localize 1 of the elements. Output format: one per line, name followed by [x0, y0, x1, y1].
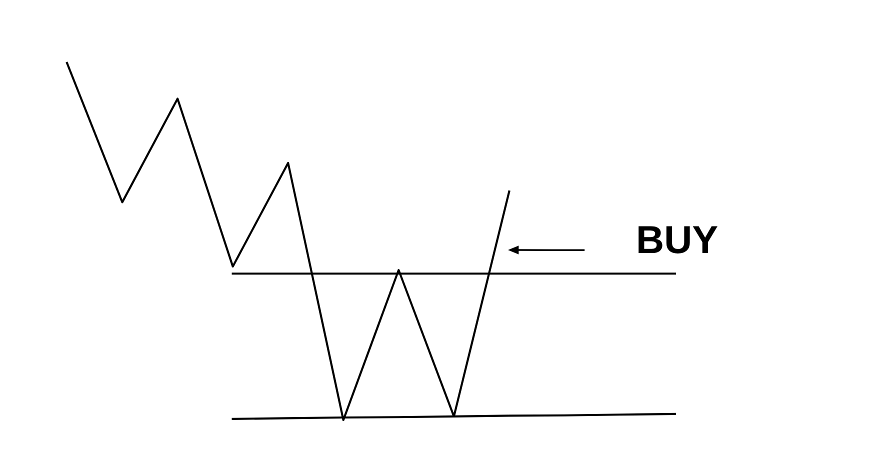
annotation: BUY: [638, 226, 718, 254]
